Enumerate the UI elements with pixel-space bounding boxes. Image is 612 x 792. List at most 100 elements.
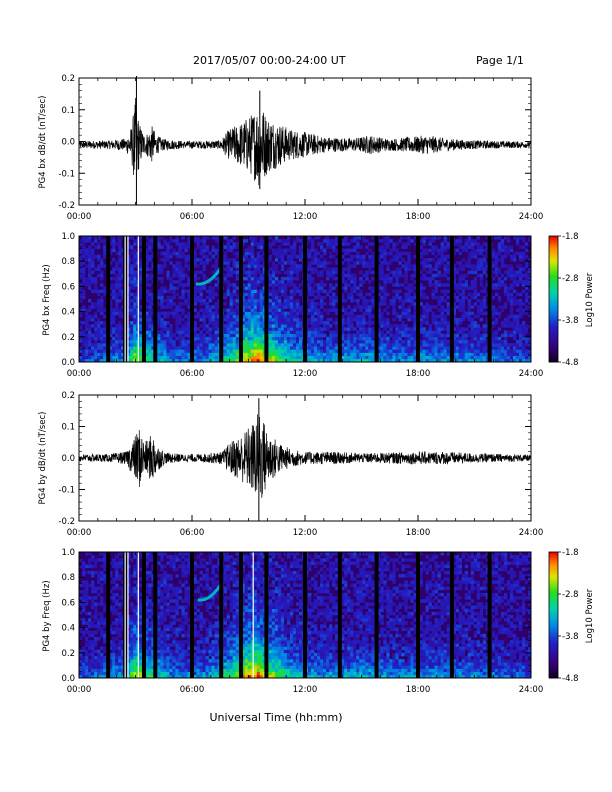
colorbar-segment [549, 343, 558, 346]
spectrogram-cell [455, 333, 459, 338]
spectrogram-cell [280, 283, 285, 287]
spectrogram-cell [148, 267, 152, 271]
spectrogram-cell [229, 248, 233, 253]
spectrogram-cell [283, 270, 288, 275]
spectrogram-cell [404, 324, 408, 328]
spectrogram-cell [503, 305, 508, 309]
spectrogram-cell [130, 343, 134, 347]
spectrogram-cell [386, 251, 390, 256]
spectrogram-cell [473, 292, 478, 297]
spectrogram-cell [211, 245, 215, 249]
spectrogram-cell [515, 327, 520, 331]
spectrogram-cell [434, 254, 438, 259]
spectrogram-cell [205, 248, 209, 253]
spectrogram-cell [479, 276, 484, 281]
spectrogram-cell [88, 659, 92, 663]
spectrogram-cell [494, 308, 499, 312]
spectrogram-cell [277, 339, 282, 344]
spectrogram-cell [82, 261, 86, 265]
spectrogram-cell [214, 308, 218, 312]
spectrogram-cell [85, 662, 89, 666]
spectrogram-cell [476, 327, 481, 331]
spectrogram-cell [199, 258, 203, 262]
spectrogram-cell [79, 339, 83, 344]
spectrogram-cell [82, 608, 86, 613]
spectrogram-cell [371, 349, 375, 353]
spectrogram-cell [356, 324, 360, 328]
spectrogram-cell [308, 289, 312, 293]
spectrogram-cell [214, 349, 218, 353]
spectrogram-cell [184, 302, 188, 306]
spectrogram-cell [289, 352, 294, 356]
spectrogram-cell [208, 358, 212, 363]
spectrogram-cell [314, 305, 318, 309]
spectrogram-cell [359, 314, 363, 319]
spectrogram-cell [428, 339, 432, 344]
colorbar-segment [549, 326, 558, 329]
spectrogram-cell [244, 343, 249, 347]
spectrogram-cell [308, 317, 312, 322]
spectrogram-cell [286, 355, 291, 360]
spectrogram-cell [413, 305, 417, 309]
spectrogram-cell [193, 339, 197, 344]
spectrogram-cell [443, 267, 447, 271]
spectrogram-cell [199, 330, 203, 334]
spectrogram-cell [184, 333, 188, 338]
spectrogram-cell [115, 327, 119, 331]
spectrogram-cell [311, 302, 315, 306]
spectrogram-cell [326, 311, 330, 316]
spectrogram-cell [473, 254, 478, 259]
spectrogram-cell [115, 280, 119, 284]
spectrogram-cell [112, 321, 116, 325]
spectrogram-cell [244, 289, 249, 293]
spectrogram-cell [103, 314, 107, 319]
spectrogram-cell [223, 280, 227, 284]
spectrogram-cell [247, 236, 252, 240]
spectrogram-cell [311, 292, 315, 297]
spectrogram-cell [187, 311, 191, 316]
spectrogram-cell [329, 349, 333, 353]
spectrogram-cell [94, 668, 98, 672]
spectrogram-cell [88, 558, 92, 562]
spectrogram-cell [494, 261, 499, 265]
spectrogram-cell [344, 236, 348, 240]
spectrogram-cell [479, 349, 484, 353]
spectrogram-cell [145, 321, 149, 325]
spectrogram-cell [94, 289, 98, 293]
spectrogram-cell [455, 283, 459, 287]
colorbar-tick-label: -2.8 [562, 274, 579, 284]
spectrogram-cell [518, 236, 523, 240]
spectrogram-cell [91, 289, 95, 293]
spectrogram-cell [377, 333, 381, 338]
spectrogram-cell [268, 236, 273, 240]
spectrogram-cell [223, 352, 227, 356]
spectrogram-cell [259, 305, 264, 309]
spectrogram-cell [362, 327, 366, 331]
spectrogram-cell [491, 346, 496, 350]
spectrogram-cell [464, 314, 469, 319]
spectrogram-cell [226, 286, 230, 290]
spectrogram-cell [356, 261, 360, 265]
spectrogram-cell [329, 333, 333, 338]
spectrogram-cell [109, 352, 113, 356]
spectrogram-cell [184, 242, 188, 246]
spectrogram-cell [280, 305, 285, 309]
spectrogram-cell [335, 339, 339, 344]
spectrogram-cell [341, 352, 345, 356]
spectrogram-cell [268, 289, 273, 293]
y-tick-label: -0.2 [58, 517, 75, 527]
spectrogram-cell [491, 264, 496, 268]
spectrogram-cell [244, 333, 249, 338]
spectrogram-cell [482, 299, 487, 303]
spectrogram-cell [470, 248, 475, 253]
spectrogram-cell [181, 292, 185, 297]
spectrogram-cell [437, 295, 441, 300]
spectrogram-cell [380, 251, 384, 256]
spectrogram-cell [160, 292, 164, 297]
spectrogram-cell [181, 358, 185, 363]
spectrogram-cell [347, 267, 351, 271]
spectrogram-cell [467, 302, 472, 306]
spectrogram-cell [244, 251, 249, 256]
spectrogram-cell [235, 352, 239, 356]
spectrogram-cell [208, 355, 212, 360]
